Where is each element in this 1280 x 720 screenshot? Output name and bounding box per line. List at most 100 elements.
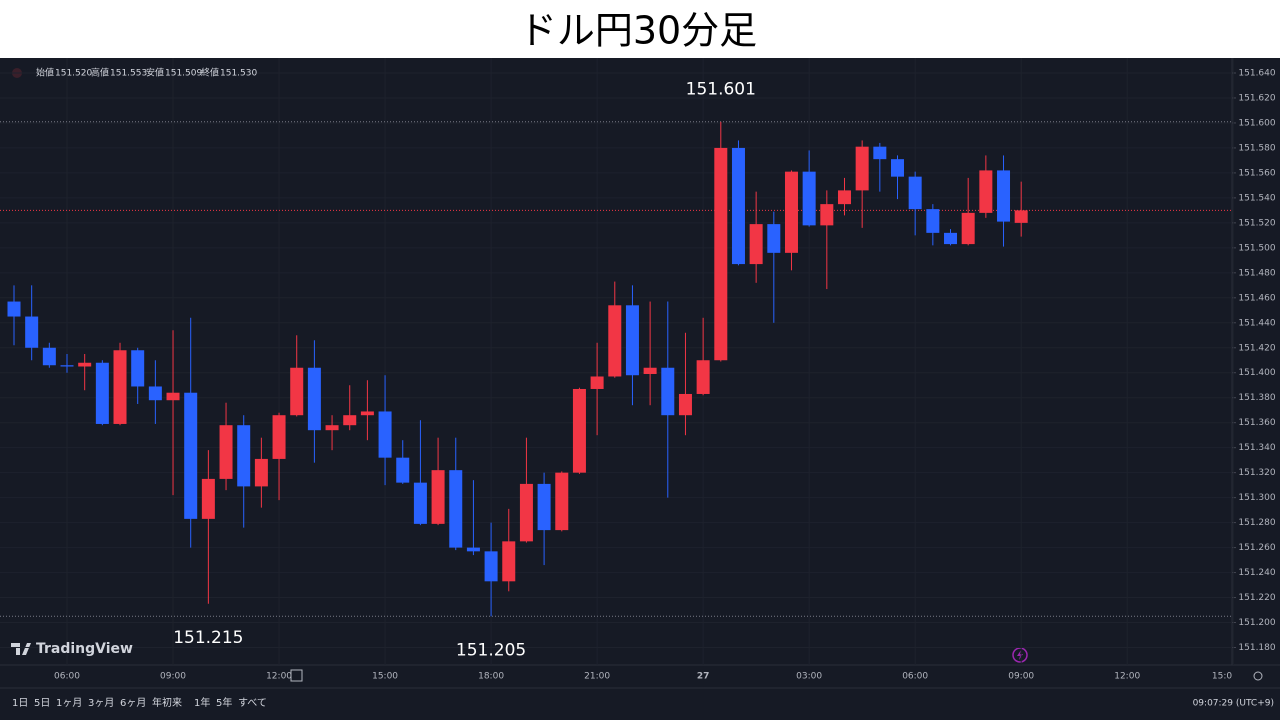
candle-body <box>696 360 710 394</box>
candle-body <box>131 350 145 387</box>
candle-body <box>590 376 604 389</box>
candle-body <box>749 224 763 265</box>
x-tick-label: 15:00 <box>372 672 398 682</box>
y-tick-label: 151.400 <box>1238 368 1275 378</box>
candle-body <box>396 457 410 483</box>
annotation: 151.215 <box>173 628 243 648</box>
x-tick-label: 12:00 <box>1114 672 1140 682</box>
y-tick-label: 151.480 <box>1238 268 1275 278</box>
ohlc-value: 151.553 <box>110 69 147 79</box>
annotation: 151.205 <box>456 640 526 660</box>
y-tick-label: 151.180 <box>1238 643 1275 653</box>
candle-body <box>272 415 286 459</box>
range-button[interactable]: 1年 <box>194 696 210 709</box>
candle-body <box>926 209 940 233</box>
x-tick-label: 27 <box>697 672 710 682</box>
candle-body <box>643 367 657 374</box>
candle-body <box>343 415 357 426</box>
brand-label: TradingView <box>36 641 133 657</box>
ohlc-value: 151.509 <box>165 69 202 79</box>
range-button[interactable]: 5日 <box>34 698 50 709</box>
candle-body <box>555 472 569 531</box>
candle-body <box>625 305 639 376</box>
candle-body <box>714 147 728 361</box>
y-tick-label: 151.540 <box>1238 193 1275 203</box>
x-tick-label: 12:00 <box>266 672 292 682</box>
candle-body <box>166 392 180 401</box>
candle-body <box>908 176 922 210</box>
candle-body <box>95 362 109 424</box>
candle-body <box>979 170 993 213</box>
x-tick-label: 15:0 <box>1212 672 1232 682</box>
candle-body <box>148 386 162 401</box>
candle-body <box>78 362 92 367</box>
alert-icon-bolt <box>1017 650 1023 660</box>
candle-body <box>608 305 622 377</box>
candle-body <box>413 482 427 524</box>
y-tick-label: 151.420 <box>1238 343 1275 353</box>
x-tick-label: 09:00 <box>1008 672 1034 682</box>
candle-body <box>449 470 463 548</box>
y-tick-label: 151.600 <box>1238 118 1275 128</box>
y-tick-label: 151.620 <box>1238 93 1275 103</box>
candle-body <box>378 411 392 458</box>
candle-body <box>537 483 551 531</box>
settings-icon[interactable] <box>1253 671 1263 681</box>
candle-body <box>661 367 675 416</box>
candle-body <box>678 393 692 416</box>
ohlc-value: 151.530 <box>220 69 257 79</box>
candle-body <box>325 425 339 431</box>
y-tick-label: 151.240 <box>1238 568 1275 578</box>
annotation: 151.601 <box>686 80 756 100</box>
candle-body <box>784 171 798 253</box>
range-button[interactable]: 5年 <box>216 696 232 709</box>
candle-body <box>572 388 586 473</box>
range-button[interactable]: 1日 <box>12 698 28 709</box>
candle-body <box>767 224 781 253</box>
title-band <box>0 0 1280 58</box>
y-tick-label: 151.580 <box>1238 143 1275 153</box>
y-tick-label: 151.340 <box>1238 443 1275 453</box>
candle-body <box>802 171 816 226</box>
candle-body <box>1014 210 1028 223</box>
chart-background <box>0 58 1280 720</box>
y-tick-label: 151.280 <box>1238 518 1275 528</box>
ohlc-label: 終値 <box>201 67 219 79</box>
range-button[interactable]: 年初来 <box>152 696 182 709</box>
x-tick-label: 03:00 <box>796 672 822 682</box>
candle-body <box>502 541 516 582</box>
candle-body <box>837 190 851 205</box>
candle-body <box>113 350 127 424</box>
x-tick-label: 18:00 <box>478 672 504 682</box>
candle-body <box>42 347 56 366</box>
candle-body <box>431 470 445 524</box>
y-tick-label: 151.640 <box>1238 68 1275 78</box>
y-tick-label: 151.520 <box>1238 218 1275 228</box>
candle-body <box>855 146 869 191</box>
x-tick-label: 06:00 <box>54 672 80 682</box>
candle-body <box>519 483 533 542</box>
range-button[interactable]: 6ヶ月 <box>120 697 146 709</box>
range-button[interactable]: すべて <box>238 697 267 709</box>
candle-body <box>307 367 321 431</box>
y-tick-label: 151.200 <box>1238 618 1275 628</box>
date-range-icon[interactable] <box>290 669 303 682</box>
candle-body <box>820 204 834 226</box>
candle-body <box>944 232 958 245</box>
candle-body <box>254 458 268 487</box>
tradingview-logo <box>11 643 31 655</box>
candle-body <box>466 547 480 552</box>
clock: 09:07:29 (UTC+9) <box>1193 699 1274 709</box>
chart-title: ドル円30分足 <box>519 9 757 53</box>
candle-body <box>731 147 745 265</box>
ohlc-label: 高値 <box>91 67 109 79</box>
y-tick-label: 151.460 <box>1238 293 1275 303</box>
ohlc-label: 安値 <box>146 67 164 79</box>
y-tick-label: 151.320 <box>1238 468 1275 478</box>
range-button[interactable]: 3ヶ月 <box>88 697 114 709</box>
y-tick-label: 151.220 <box>1238 593 1275 603</box>
range-button[interactable]: 1ヶ月 <box>56 697 82 709</box>
candle-body <box>961 212 975 245</box>
